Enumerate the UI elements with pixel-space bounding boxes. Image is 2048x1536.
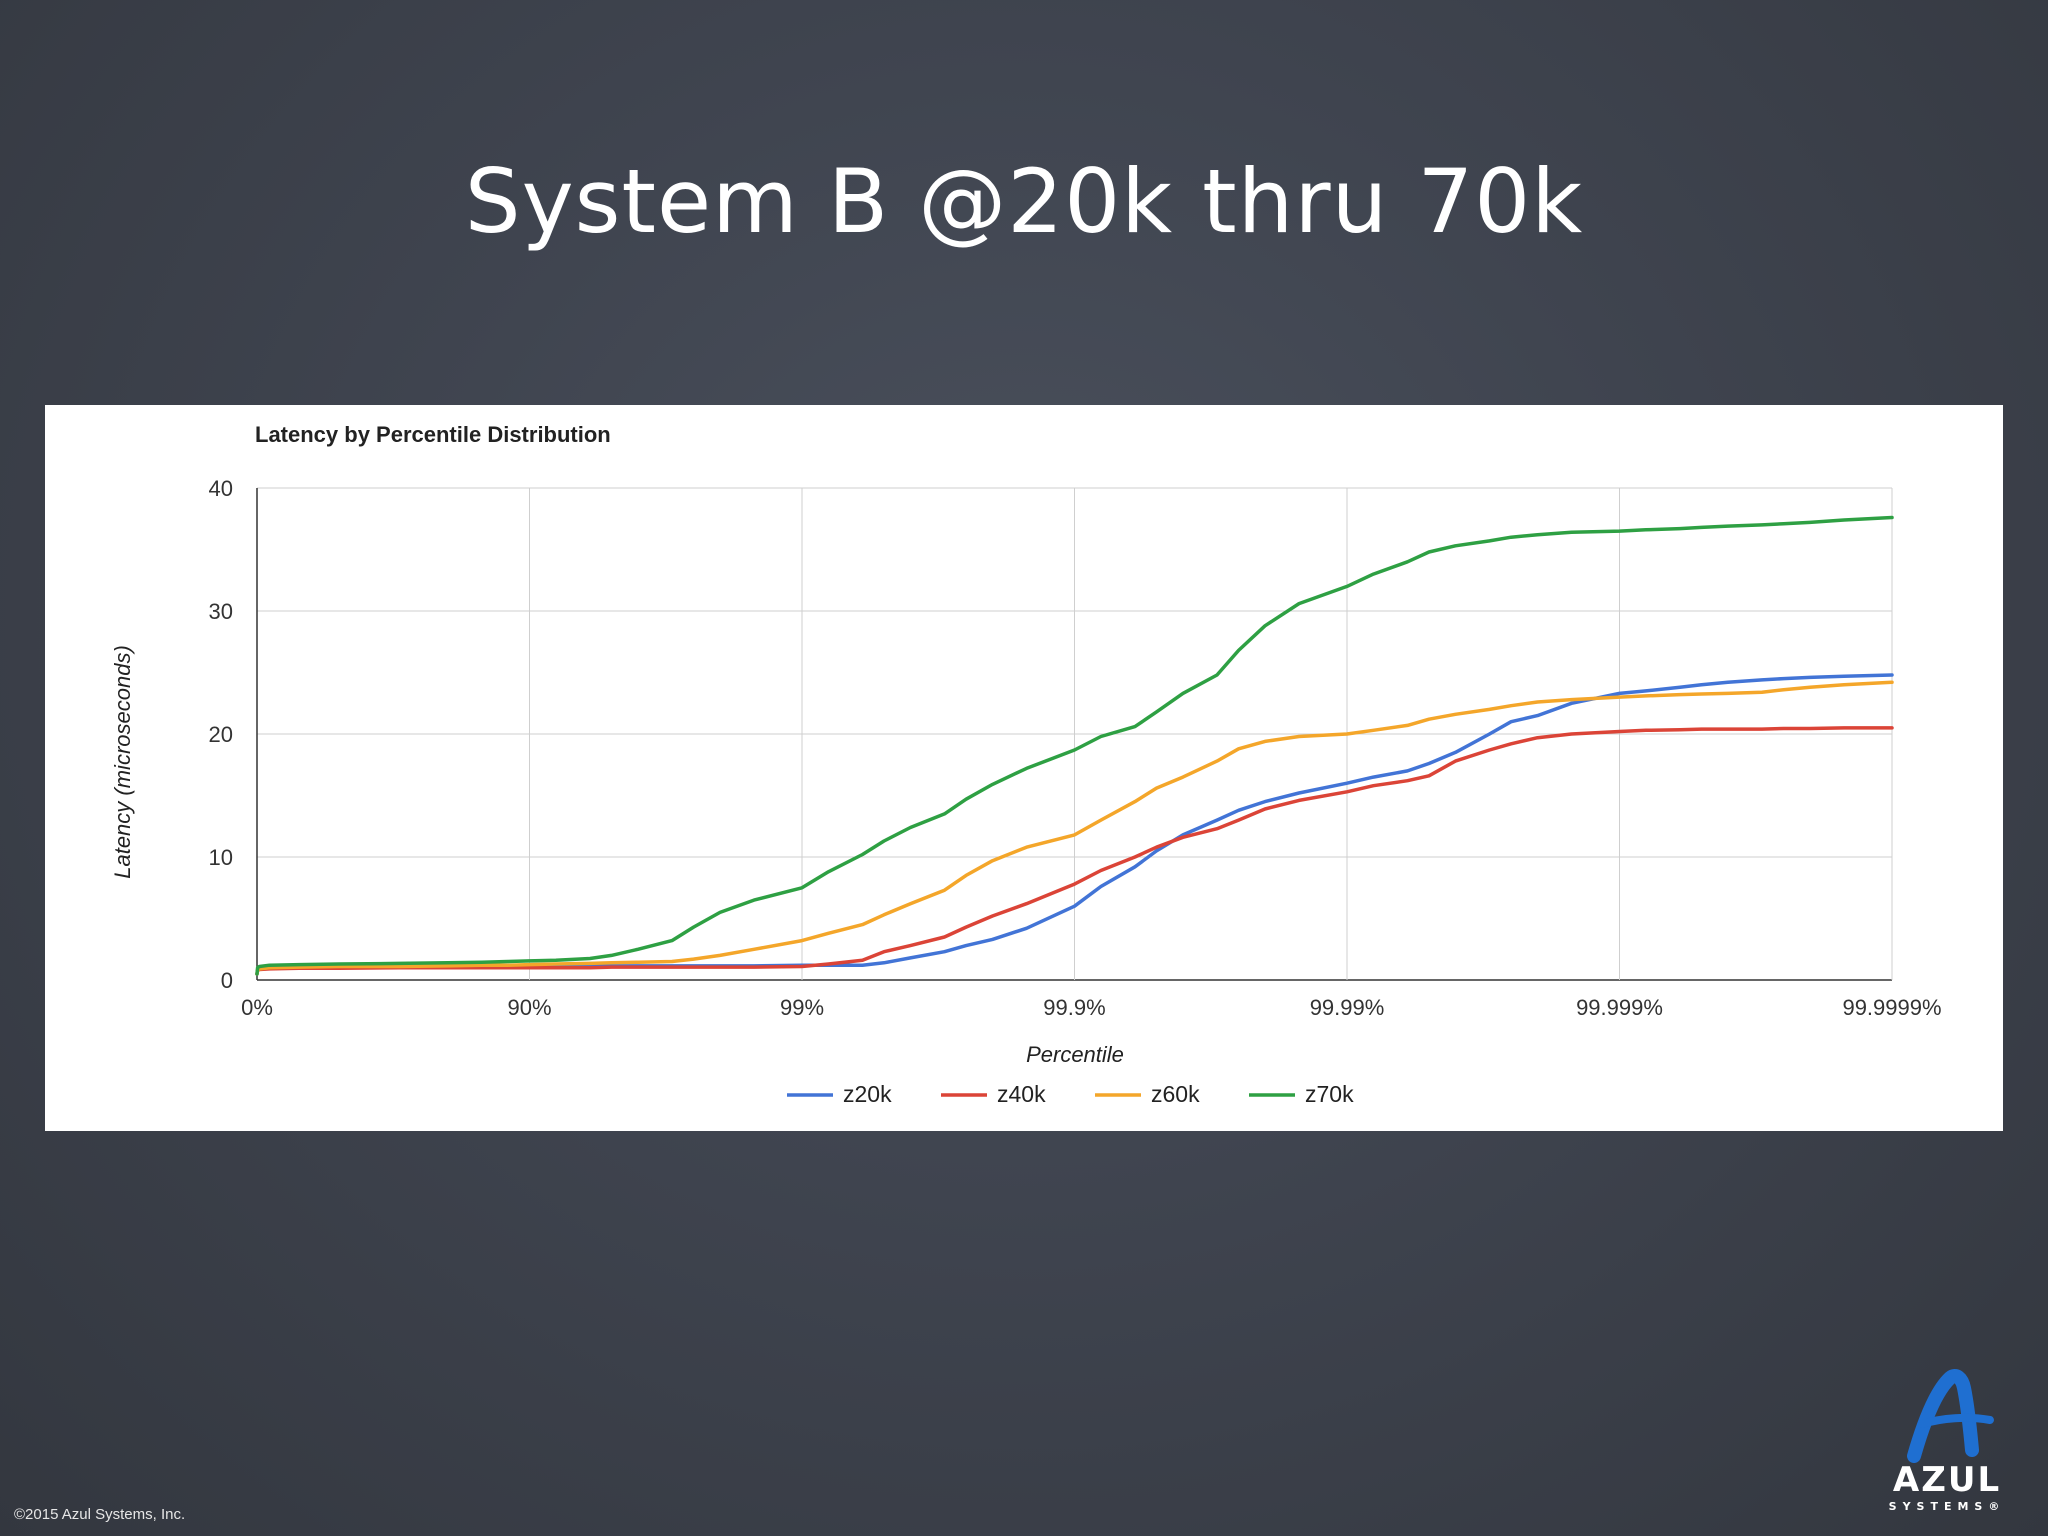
legend-label-z70k: z70k [1305,1081,1354,1107]
logo-subtext: SYSTEMS® [1888,1500,2006,1513]
y-tick-label: 0 [221,968,233,993]
chart-grid [256,487,1893,981]
chart-panel: Latency by Percentile Distribution 0 10 20… [45,405,2003,1131]
chart-legend: z20k z40k z60k z70k [787,1081,1354,1107]
x-axis-ticks: 0% 90% 99% 99.9% 99.99% 99.999% 99.9999% [241,995,1941,1020]
chart-lines [255,515,1894,976]
x-axis-label: Percentile [1026,1042,1124,1067]
copyright-footer: ©2015 Azul Systems, Inc. [14,1506,186,1523]
x-tick-label: 99.99% [1310,995,1385,1020]
y-tick-label: 40 [209,476,233,501]
series-line-z40k [255,726,1894,976]
y-axis-ticks: 0 10 20 30 40 [209,476,233,993]
logo-word: AZUL [1892,1460,2002,1500]
latency-chart: Latency by Percentile Distribution 0 10 20… [110,422,1942,1107]
slide-title: System B @20k thru 70k [464,150,1584,253]
legend-label-z60k: z60k [1151,1081,1200,1107]
x-tick-label: 99% [780,995,824,1020]
azul-logo-icon [1907,1369,1994,1463]
x-tick-label: 0% [241,995,273,1020]
legend-label-z20k: z20k [843,1081,892,1107]
series-line-z60k [255,680,1894,976]
y-tick-label: 20 [209,722,233,747]
x-tick-label: 99.9999% [1842,995,1941,1020]
legend-label-z40k: z40k [997,1081,1046,1107]
y-axis-label: Latency (microseconds) [110,645,135,879]
y-tick-label: 30 [209,599,233,624]
y-tick-label: 10 [209,845,233,870]
x-tick-label: 90% [507,995,551,1020]
x-tick-label: 99.9% [1043,995,1105,1020]
azul-logo: AZUL SYSTEMS® [1872,1368,2022,1518]
chart-title: Latency by Percentile Distribution [255,422,611,447]
x-tick-label: 99.999% [1576,995,1663,1020]
series-line-z70k [255,515,1894,976]
